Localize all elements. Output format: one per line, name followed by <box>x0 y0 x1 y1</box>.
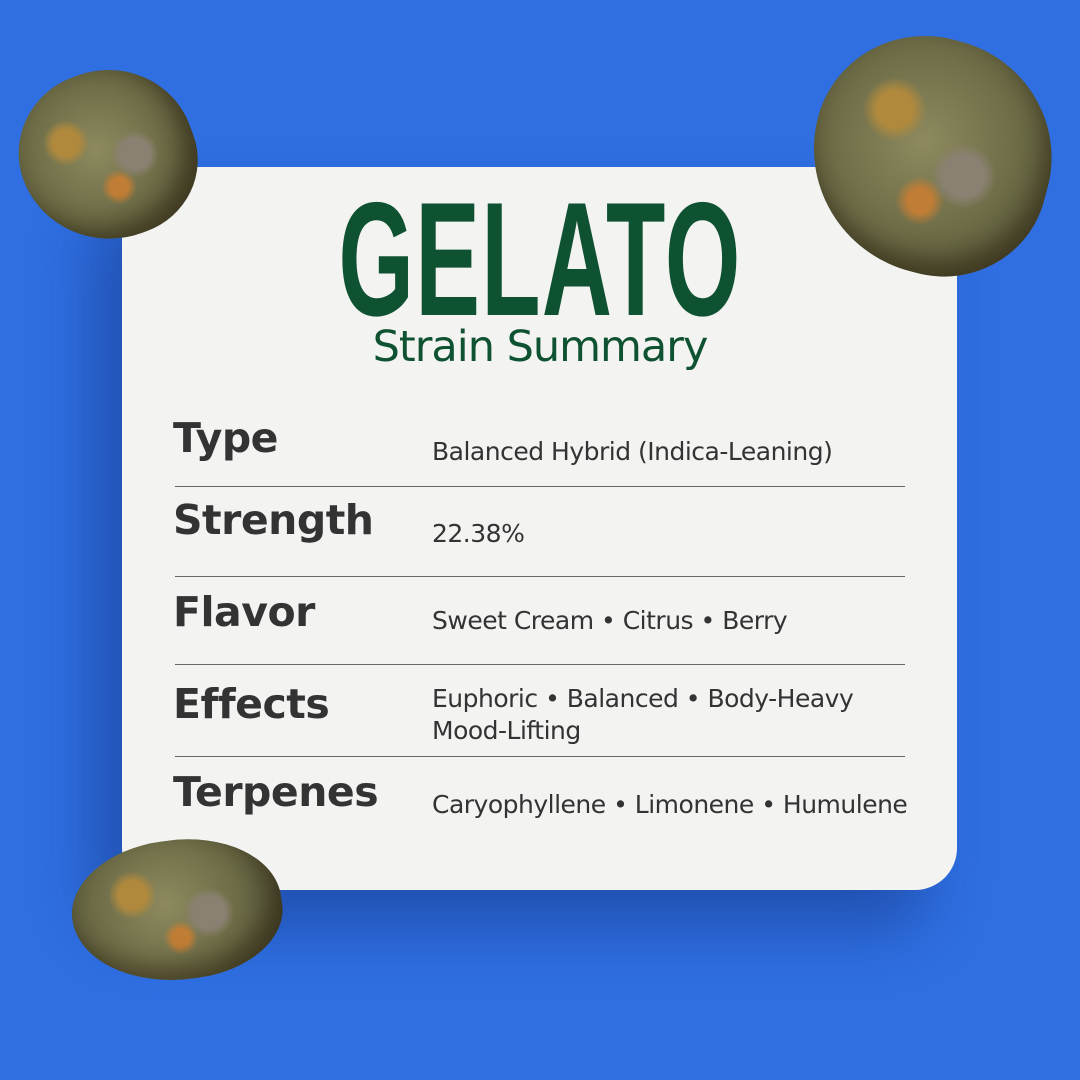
strain-subtitle: Strain Summary <box>372 322 709 372</box>
summary-card <box>122 167 957 890</box>
row-value-flavor: Sweet Cream • Citrus • Berry <box>432 606 788 635</box>
row-label-effects: Effects <box>173 680 330 728</box>
row-value-effects-line2: Mood-Lifting <box>432 716 581 745</box>
row-label-flavor: Flavor <box>173 588 315 636</box>
divider <box>175 664 905 665</box>
row-label-type: Type <box>173 414 278 462</box>
row-value-strength: 22.38% <box>432 519 525 548</box>
divider <box>175 486 905 487</box>
row-value-type: Balanced Hybrid (Indica-Leaning) <box>432 437 833 466</box>
divider <box>175 756 905 757</box>
row-value-terpenes: Caryophyllene • Limonene • Humulene <box>432 790 908 819</box>
divider <box>175 576 905 577</box>
row-label-strength: Strength <box>173 496 374 544</box>
row-label-terpenes: Terpenes <box>173 768 379 816</box>
row-value-effects: Euphoric • Balanced • Body-Heavy <box>432 684 854 713</box>
strain-title: GELATO <box>338 169 742 350</box>
